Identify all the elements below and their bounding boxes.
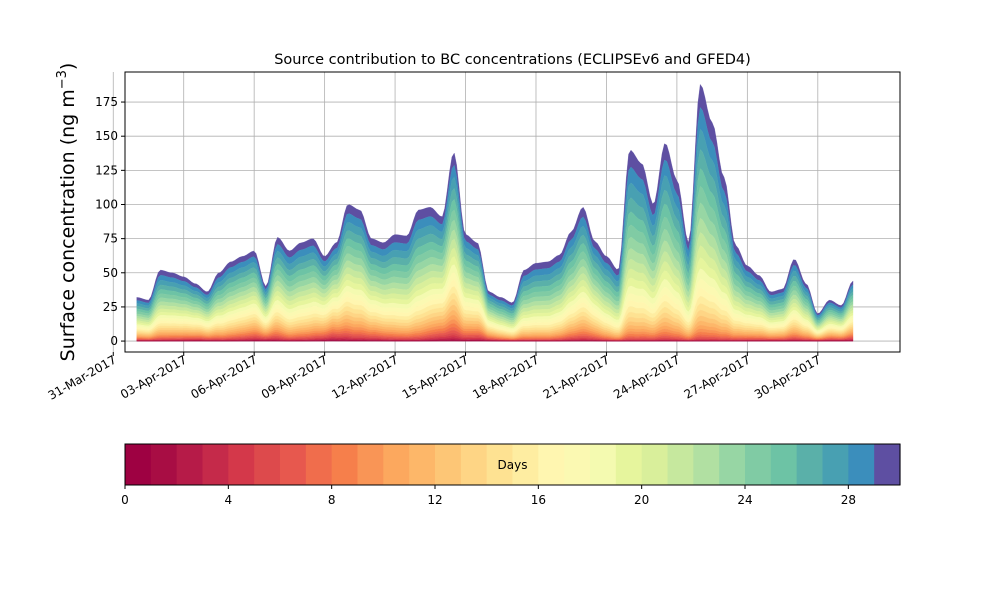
x-tick-label: 03-Apr-2017 [118,352,189,401]
colorbar-swatch [874,444,901,485]
colorbar-tick-label: 8 [328,493,336,507]
colorbar-swatch [202,444,229,485]
colorbar-label: Days [498,458,528,472]
plot-area: 0 25 50 75 100 125 150 175 31-Mar-2017 03-Apr-20… [46,71,901,403]
colorbar-swatches [125,444,901,485]
colorbar-tick-label: 28 [841,493,856,507]
y-tick-label: 175 [95,95,118,109]
y-tick-label: 25 [103,300,118,314]
colorbar-swatch [770,444,798,485]
colorbar-swatch [228,444,255,485]
colorbar: Days 0 4 8 12 16 20 24 28 [121,443,901,507]
x-tick-label: 27-Apr-2017 [682,352,753,401]
y-tick-label: 100 [95,197,118,211]
y-axis-label-close: ) [57,63,79,70]
y-tick-label: 0 [110,334,118,348]
x-tick-label: 06-Apr-2017 [188,352,259,401]
colorbar-swatch [796,444,824,485]
colorbar-swatch [590,444,617,485]
x-tick-label: 24-Apr-2017 [611,352,682,401]
colorbar-swatch [435,444,462,485]
colorbar-swatch [848,444,875,485]
colorbar-tick-label: 16 [531,493,546,507]
stacked-areas [136,83,854,342]
colorbar-swatch [150,444,178,485]
x-tick-label: 15-Apr-2017 [400,352,471,401]
colorbar-swatch [409,444,436,485]
axes-frame [124,71,901,353]
x-tick-label: 18-Apr-2017 [470,352,541,401]
x-tick-label: 30-Apr-2017 [752,352,823,401]
colorbar-swatch [125,444,152,485]
colorbar-tick-label: 12 [427,493,442,507]
colorbar-swatch [564,444,591,485]
colorbar-swatch [538,444,565,485]
colorbar-swatch [383,444,410,485]
colorbar-swatch [615,444,643,485]
colorbar-ticks: 0 4 8 12 16 20 24 28 [121,485,856,507]
colorbar-swatch [693,444,720,485]
colorbar-tick-label: 4 [225,493,233,507]
y-tick-label: 125 [95,163,118,177]
x-tick-label: 12-Apr-2017 [329,352,400,401]
colorbar-swatch [822,444,849,485]
colorbar-tick-label: 20 [634,493,649,507]
y-tick-label: 150 [95,129,118,143]
y-tick-label: 75 [103,232,118,246]
x-tick-label: 09-Apr-2017 [259,352,330,401]
y-axis-label: Surface concentration (ng m−3) [55,63,79,362]
y-axis-ticks: 0 25 50 75 100 125 150 175 [95,95,125,348]
colorbar-swatch [357,444,384,485]
colorbar-swatch [512,444,539,485]
colorbar-swatch [254,444,281,485]
chart-title: Source contribution to BC concentrations… [274,52,751,68]
colorbar-swatch [667,444,694,485]
colorbar-tick-label: 0 [121,493,129,507]
colorbar-frame [124,443,901,486]
colorbar-swatch [176,444,204,485]
colorbar-swatch [280,444,307,485]
colorbar-swatch [460,444,488,485]
colorbar-tick-label: 24 [737,493,752,507]
y-tick-label: 50 [103,266,118,280]
colorbar-swatch [719,444,746,485]
colorbar-swatch [331,444,359,485]
x-tick-label: 21-Apr-2017 [541,352,612,401]
colorbar-swatch [305,444,333,485]
colorbar-swatch [486,444,514,485]
x-axis-ticks: 31-Mar-2017 03-Apr-2017 06-Apr-2017 09-Apr-… [46,352,823,403]
colorbar-swatch [641,444,669,485]
y-axis-label-superscript: −3 [55,70,70,89]
colorbar-swatch [745,444,772,485]
